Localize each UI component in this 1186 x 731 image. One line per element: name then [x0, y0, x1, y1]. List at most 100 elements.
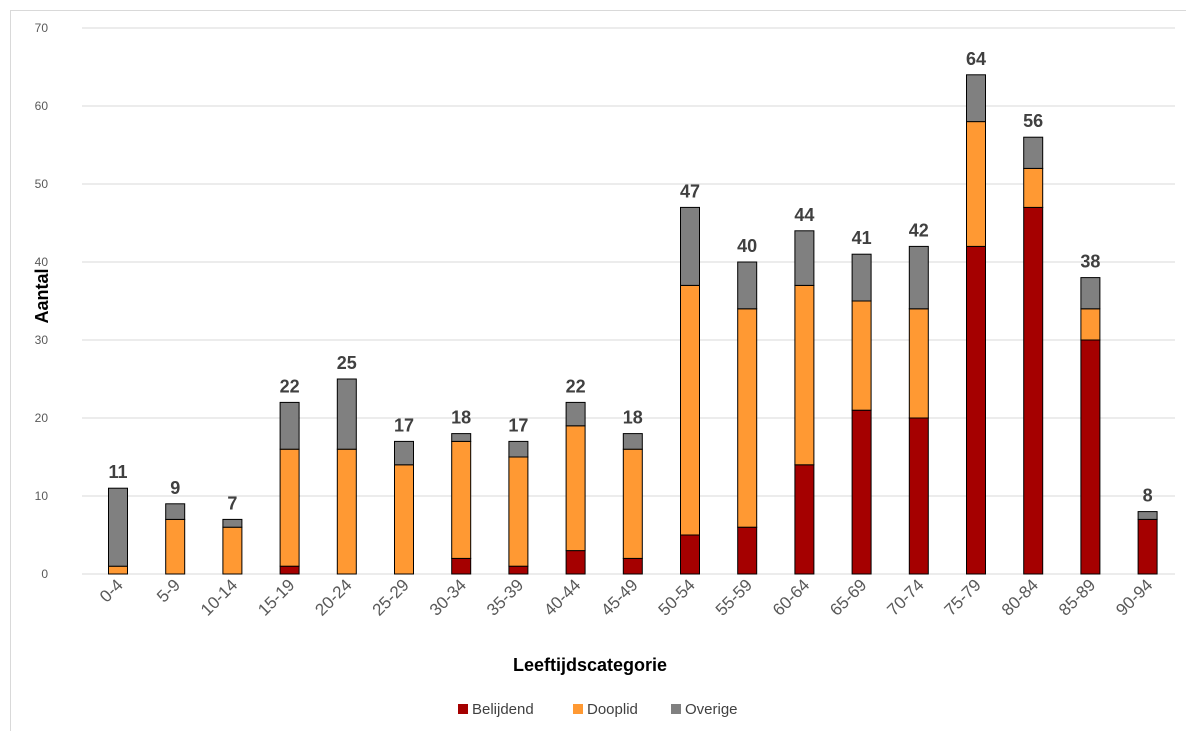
bar-segment-belijdend	[737, 526, 758, 575]
x-tick-label: 30-34	[426, 575, 470, 619]
total-labels: 11 9 7 22 25 17 18 17 22 18 47 40 44 41 42 64 56 38 8	[108, 49, 1152, 514]
bar-segment-overige	[165, 503, 186, 520]
legend-label-belijdend: Belijdend	[472, 701, 534, 718]
bar-segment-belijdend	[908, 417, 929, 575]
bar-segment-belijdend	[1080, 339, 1101, 575]
total-label: 8	[1143, 486, 1153, 506]
total-label: 47	[680, 181, 700, 201]
x-tick-label: 90-94	[1112, 575, 1156, 619]
y-tick-label: 40	[35, 255, 49, 269]
bar-segment-overige	[966, 74, 986, 123]
legend: Belijdend Dooplid Overige	[458, 701, 738, 718]
legend-label-dooplid: Dooplid	[587, 701, 638, 718]
total-label: 38	[1080, 252, 1100, 272]
legend-swatch-belijdend	[458, 704, 468, 714]
x-tick-label: 70-74	[883, 575, 927, 619]
total-label: 22	[280, 376, 300, 396]
x-tick-label: 15-19	[254, 575, 298, 619]
bar-segment-dooplid	[108, 565, 128, 575]
bar-segment-overige	[1023, 136, 1044, 169]
x-tick-label: 10-14	[197, 575, 241, 619]
bar-segment-belijdend	[1137, 518, 1158, 575]
bar-segment-dooplid	[908, 308, 929, 419]
y-tick-label: 30	[35, 333, 49, 347]
total-label: 17	[508, 415, 528, 435]
total-label: 64	[966, 49, 986, 69]
bar-segment-overige	[622, 433, 643, 450]
bar-segment-belijdend	[1023, 206, 1044, 575]
y-tick-label: 60	[35, 99, 49, 113]
bar-segment-overige	[1080, 277, 1101, 310]
bar-segment-dooplid	[394, 464, 414, 575]
total-label: 56	[1023, 111, 1043, 131]
bar-segment-belijdend	[966, 245, 986, 575]
x-axis-ticks: 0-4 5-9 10-14 15-19 20-24 25-29 30-34 35-39 40-4…	[96, 575, 1156, 619]
bar-segment-overige	[680, 206, 700, 286]
bar-segment-overige	[336, 378, 357, 450]
bar-segment-overige	[737, 261, 758, 310]
total-label: 18	[451, 408, 471, 428]
bar-segment-dooplid	[966, 121, 986, 247]
total-label: 18	[623, 408, 643, 428]
bar-segment-overige	[908, 245, 929, 310]
x-tick-label: 75-79	[941, 575, 985, 619]
bar-segment-overige	[508, 440, 529, 458]
bar-segment-dooplid	[1023, 167, 1044, 208]
total-label: 42	[909, 220, 929, 240]
bar-segment-overige	[451, 433, 472, 442]
bar-segment-dooplid	[851, 300, 872, 411]
y-tick-label: 20	[35, 411, 49, 425]
total-label: 22	[566, 376, 586, 396]
bar-segment-belijdend	[279, 565, 300, 575]
x-tick-label: 50-54	[655, 575, 699, 619]
bar-segment-belijdend	[565, 550, 586, 575]
x-tick-label: 0-4	[96, 575, 127, 606]
bar-segment-dooplid	[794, 284, 815, 466]
x-tick-label: 80-84	[998, 575, 1042, 619]
x-axis-title: Leeftijdscategorie	[513, 655, 667, 675]
y-axis-ticks: 0 10 20 30 40 50 60 70	[35, 21, 49, 581]
y-tick-label: 10	[35, 489, 49, 503]
x-tick-label: 5-9	[153, 575, 184, 606]
bar-segment-dooplid	[451, 440, 472, 559]
bar-segment-belijdend	[508, 565, 529, 575]
x-tick-label: 65-69	[826, 575, 870, 619]
bar-segment-belijdend	[794, 464, 815, 575]
x-tick-label: 55-59	[712, 575, 756, 619]
total-label: 44	[794, 205, 814, 225]
bars	[108, 74, 1158, 575]
total-label: 7	[227, 493, 237, 513]
bar-segment-dooplid	[165, 518, 186, 575]
legend-swatch-overige	[671, 704, 681, 714]
total-label: 9	[170, 478, 180, 498]
total-label: 25	[337, 353, 357, 373]
total-label: 17	[394, 415, 414, 435]
bar-segment-dooplid	[336, 448, 357, 575]
bar-segment-dooplid	[222, 526, 243, 575]
bar-segment-dooplid	[737, 308, 758, 528]
bar-segment-dooplid	[622, 448, 643, 559]
bar-segment-dooplid	[680, 284, 700, 536]
y-tick-label: 0	[41, 567, 48, 581]
bar-segment-overige	[565, 401, 586, 427]
x-tick-label: 35-39	[483, 575, 527, 619]
x-tick-label: 60-64	[769, 575, 813, 619]
x-tick-label: 40-44	[540, 575, 584, 619]
bar-segment-overige	[1137, 511, 1158, 520]
bar-segment-belijdend	[451, 557, 472, 575]
y-tick-label: 50	[35, 177, 49, 191]
legend-label-overige: Overige	[685, 701, 738, 718]
bar-segment-belijdend	[622, 557, 643, 575]
bar-segment-overige	[279, 401, 300, 450]
x-tick-label: 25-29	[369, 575, 413, 619]
bar-segment-belijdend	[851, 409, 872, 575]
bar-segment-overige	[222, 518, 243, 528]
bar-segment-dooplid	[565, 425, 586, 552]
bar-segment-dooplid	[508, 456, 529, 567]
total-label: 41	[852, 228, 872, 248]
bar-segment-overige	[108, 487, 128, 567]
x-tick-label: 85-89	[1055, 575, 1099, 619]
x-tick-label: 20-24	[311, 575, 355, 619]
y-tick-label: 70	[35, 21, 49, 35]
